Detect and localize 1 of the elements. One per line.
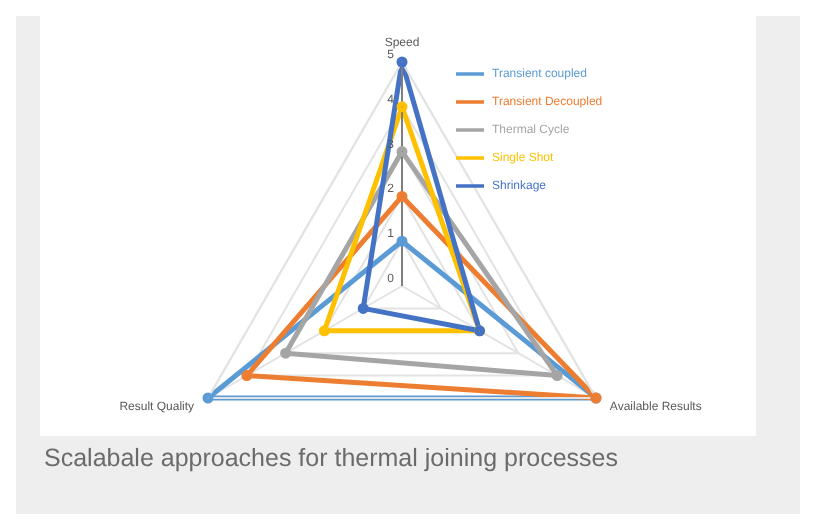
text: Scalabale approaches for thermal joining processes xyxy=(44,444,620,474)
